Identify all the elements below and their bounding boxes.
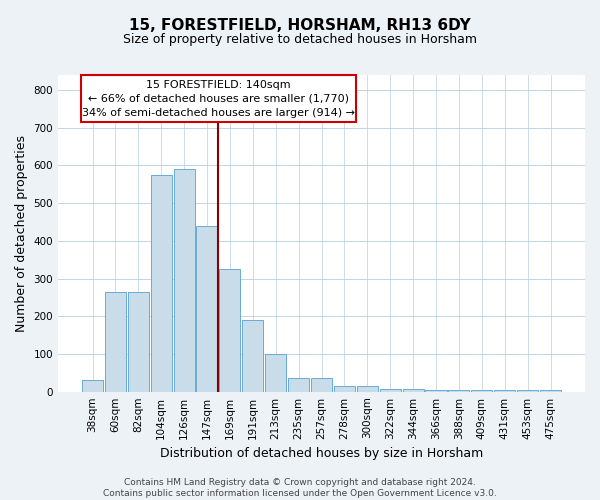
- Bar: [242, 320, 263, 392]
- Bar: [357, 386, 378, 392]
- Bar: [380, 388, 401, 392]
- Text: Size of property relative to detached houses in Horsham: Size of property relative to detached ho…: [123, 32, 477, 46]
- Bar: [196, 226, 218, 392]
- Text: 15 FORESTFIELD: 140sqm
← 66% of detached houses are smaller (1,770)
34% of semi-: 15 FORESTFIELD: 140sqm ← 66% of detached…: [82, 80, 355, 118]
- Bar: [173, 170, 194, 392]
- Bar: [265, 354, 286, 392]
- Text: Contains HM Land Registry data © Crown copyright and database right 2024.
Contai: Contains HM Land Registry data © Crown c…: [103, 478, 497, 498]
- X-axis label: Distribution of detached houses by size in Horsham: Distribution of detached houses by size …: [160, 447, 483, 460]
- Bar: [494, 390, 515, 392]
- Bar: [425, 390, 446, 392]
- FancyBboxPatch shape: [81, 75, 356, 122]
- Bar: [128, 292, 149, 392]
- Bar: [220, 269, 241, 392]
- Bar: [311, 378, 332, 392]
- Bar: [82, 380, 103, 392]
- Bar: [448, 390, 469, 392]
- Bar: [471, 390, 493, 392]
- Bar: [517, 390, 538, 392]
- Bar: [288, 378, 309, 392]
- Bar: [540, 390, 561, 392]
- Y-axis label: Number of detached properties: Number of detached properties: [15, 135, 28, 332]
- Bar: [334, 386, 355, 392]
- Text: 15, FORESTFIELD, HORSHAM, RH13 6DY: 15, FORESTFIELD, HORSHAM, RH13 6DY: [129, 18, 471, 32]
- Bar: [151, 175, 172, 392]
- Bar: [403, 388, 424, 392]
- Bar: [105, 292, 126, 392]
